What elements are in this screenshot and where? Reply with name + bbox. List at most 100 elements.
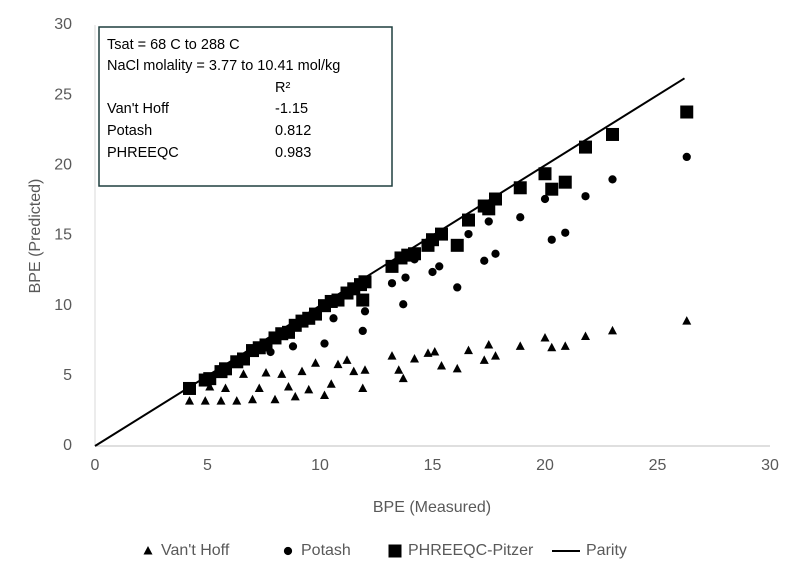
y-tick-label: 0	[63, 437, 72, 454]
triangle-point	[333, 359, 343, 369]
parity-line	[94, 77, 686, 447]
annotation-cell: Van't Hoff	[107, 101, 170, 117]
triangle-point	[284, 382, 293, 391]
legend-label: Potash	[301, 542, 351, 559]
triangle-point	[360, 365, 370, 374]
annotation-cell: Potash	[107, 123, 152, 139]
legend-label: Parity	[586, 542, 627, 559]
circle-point	[358, 326, 367, 336]
triangle-point	[297, 366, 307, 376]
x-tick-label: 25	[649, 457, 667, 474]
triangle-point	[342, 355, 352, 364]
circle-point	[288, 342, 298, 351]
triangle-point	[304, 384, 314, 394]
x-tick-label: 15	[424, 457, 442, 474]
triangle-point	[547, 342, 557, 352]
circle-point	[547, 235, 556, 244]
triangle-point	[452, 363, 462, 373]
triangle-point	[277, 369, 287, 378]
circle-point	[387, 279, 397, 288]
circle-point	[401, 273, 410, 282]
x-tick-label: 5	[203, 457, 212, 474]
y-tick-label: 5	[63, 367, 72, 384]
triangle-point	[394, 365, 404, 374]
square-point	[558, 175, 572, 189]
triangle-point	[232, 396, 242, 405]
triangle-point	[326, 379, 336, 388]
annotation-cell: -1.15	[275, 101, 308, 117]
circle-point	[453, 283, 462, 292]
triangle-point	[221, 383, 230, 392]
square-point	[538, 167, 552, 181]
square-point	[513, 181, 527, 195]
annotation-cell: PHREEQC	[107, 145, 179, 161]
circle-point	[480, 256, 489, 265]
triangle-point	[290, 391, 300, 401]
triangle-point	[437, 361, 446, 370]
triangle-point	[254, 383, 264, 392]
circle-point	[561, 228, 570, 237]
annotation-cell: 0.812	[275, 123, 311, 139]
triangle-point	[398, 373, 408, 383]
square-point	[680, 105, 694, 119]
y-axis-title: BPE (Predicted)	[27, 179, 44, 294]
legend-label: PHREEQC-Pitzer	[408, 542, 534, 559]
triangle-point	[682, 316, 692, 325]
circle-point	[320, 339, 329, 348]
annotation-box: Tsat = 68 C to 288 C NaCl molality = 3.7…	[98, 26, 393, 187]
y-tick-label: 15	[54, 227, 72, 244]
triangle-point	[608, 325, 617, 335]
triangle-point	[185, 396, 194, 405]
circle-point	[516, 213, 525, 222]
triangle-point	[270, 394, 280, 404]
square-point	[606, 127, 619, 141]
circle-point	[484, 217, 493, 226]
square-point	[482, 202, 496, 216]
annotation-header: R²	[275, 80, 290, 96]
circle-point	[435, 262, 444, 271]
circle-point	[329, 314, 338, 323]
annotation-line: Tsat = 68 C to 288 C	[107, 37, 240, 53]
triangle-point	[430, 346, 440, 356]
triangle-point	[479, 355, 489, 364]
x-tick-label: 10	[311, 457, 329, 474]
x-tick-label: 0	[91, 457, 100, 474]
triangle-point	[248, 394, 257, 404]
y-tick-label: 25	[54, 86, 72, 103]
x-tick-label: 20	[536, 457, 554, 474]
legend-label: Van't Hoff	[161, 542, 230, 559]
square-point	[489, 192, 502, 206]
triangle-point	[515, 341, 525, 350]
circle-point	[428, 267, 437, 277]
circle-point	[464, 229, 473, 239]
circle-point	[540, 194, 550, 204]
square-point	[356, 293, 370, 307]
triangle-point	[311, 358, 320, 367]
triangle-point	[358, 383, 368, 392]
circle-point	[608, 175, 617, 184]
y-tick-label: 30	[54, 16, 72, 33]
legend-marker	[388, 544, 402, 558]
circle-point	[581, 192, 590, 201]
triangle-point	[387, 351, 397, 360]
triangle-point	[560, 341, 570, 350]
square-point	[450, 238, 464, 252]
x-tick-label: 30	[761, 457, 779, 474]
circle-point	[399, 300, 408, 309]
triangle-point	[216, 396, 226, 405]
legend-marker	[143, 546, 153, 555]
triangle-point	[464, 345, 473, 355]
square-point	[462, 213, 475, 227]
triangle-point	[410, 353, 419, 363]
circle-point	[491, 249, 500, 258]
x-axis-title: BPE (Measured)	[373, 499, 491, 516]
square-point	[545, 182, 559, 196]
triangle-point	[200, 396, 210, 405]
triangle-point	[261, 368, 271, 377]
y-tick-label: 20	[54, 157, 72, 174]
triangle-point	[540, 332, 550, 342]
circle-point	[682, 152, 691, 162]
triangle-point	[423, 348, 433, 357]
circle-point	[360, 307, 370, 316]
